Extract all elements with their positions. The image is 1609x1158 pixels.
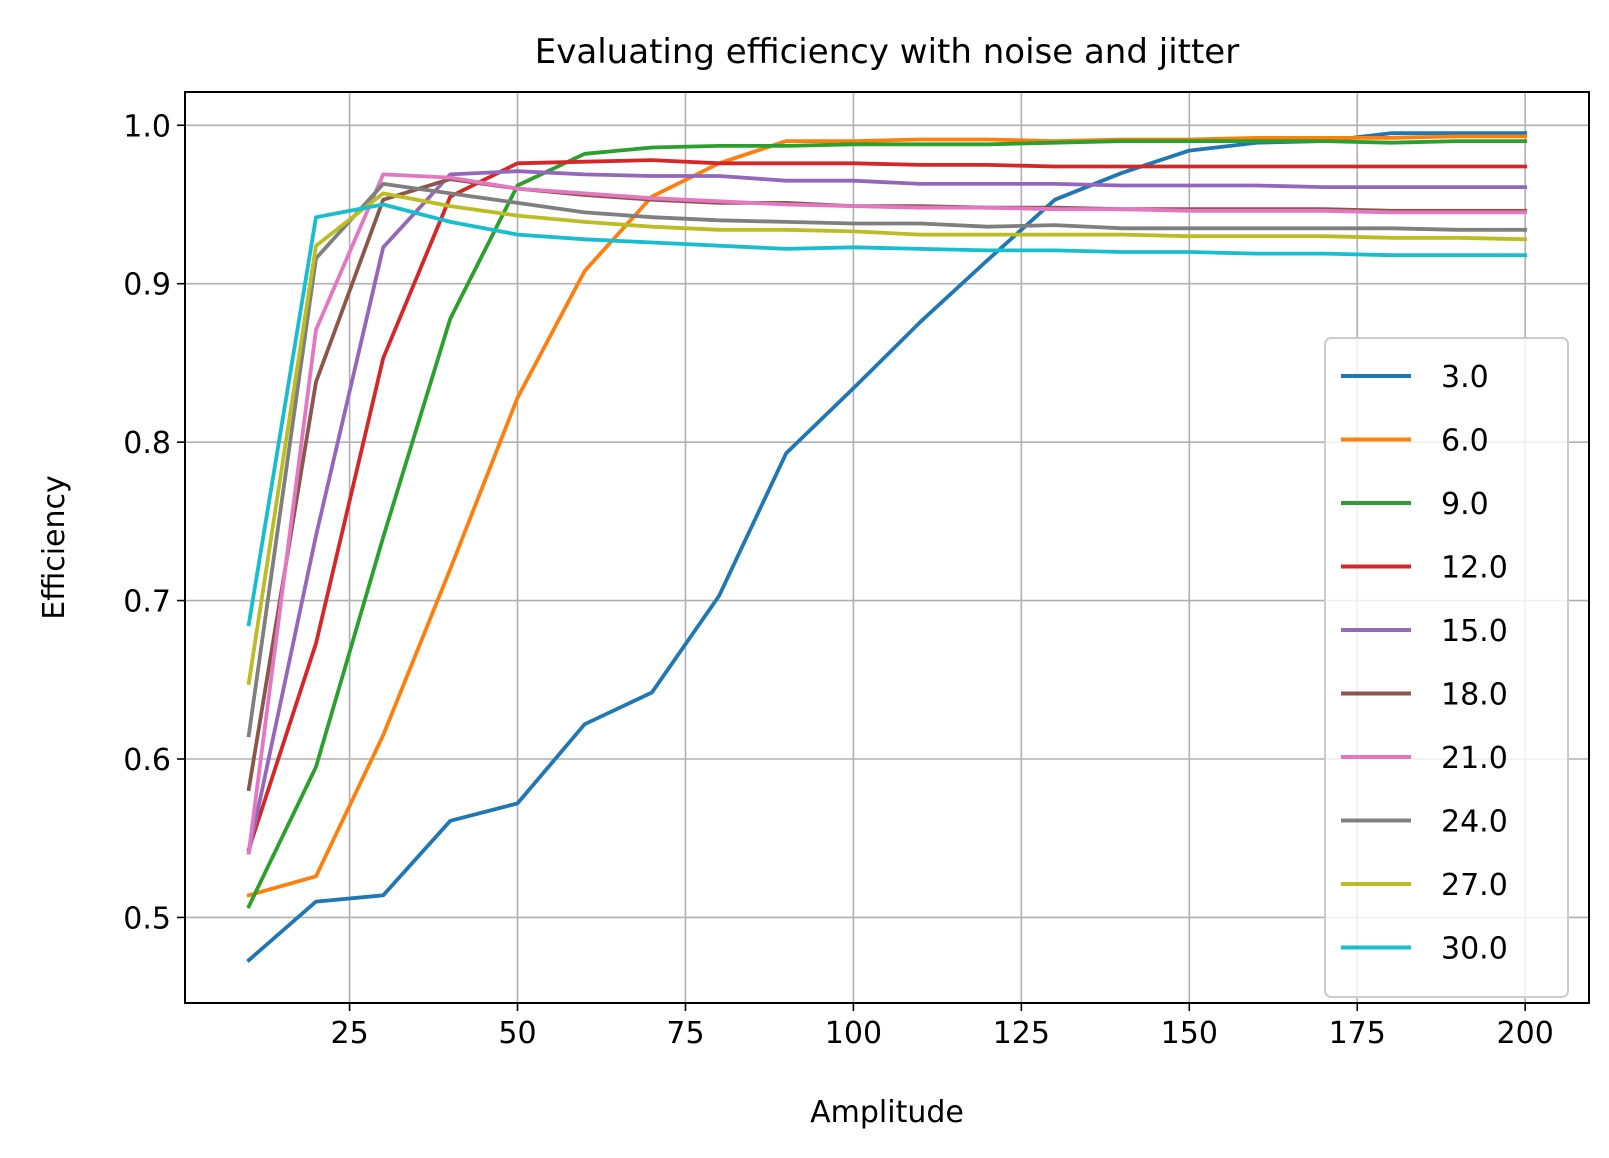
legend-label: 12.0 (1441, 551, 1508, 586)
legend-label: 30.0 (1441, 932, 1508, 967)
x-tick-label: 175 (1329, 1016, 1386, 1051)
legend-label: 24.0 (1441, 805, 1508, 840)
x-tick-label: 200 (1497, 1016, 1554, 1051)
series-line-6-0 (246, 134, 1528, 898)
series-lines (246, 131, 1528, 963)
legend-label: 15.0 (1441, 614, 1508, 649)
legend-label: 21.0 (1441, 741, 1508, 776)
legend-label: 6.0 (1441, 424, 1489, 459)
y-axis: 0.5 0.6 0.7 0.8 0.9 1.0 (123, 109, 185, 936)
series-line-27-0 (246, 191, 1528, 686)
y-tick-label: 0.8 (123, 426, 171, 461)
x-axis-label: Amplitude (810, 1095, 964, 1130)
x-tick-label: 75 (666, 1016, 704, 1051)
legend-label: 18.0 (1441, 678, 1508, 713)
legend-label: 3.0 (1441, 360, 1489, 395)
y-tick-label: 0.7 (123, 585, 171, 620)
series-line-21-0 (246, 172, 1528, 855)
y-tick-label: 0.5 (123, 901, 171, 936)
legend: 3.0 6.0 9.0 12.0 15.0 18.0 21.0 24.0 27.0 30.0 (1324, 337, 1569, 998)
x-tick-label: 150 (1161, 1016, 1218, 1051)
y-tick-label: 1.0 (123, 109, 171, 144)
y-axis-label: Efficiency (37, 475, 72, 620)
x-tick-label: 125 (993, 1016, 1050, 1051)
chart-title: Evaluating efficiency with noise and jit… (535, 32, 1239, 72)
series-line-15-0 (246, 169, 1528, 855)
y-tick-label: 0.6 (123, 743, 171, 778)
series-line-24-0 (246, 181, 1528, 738)
legend-label: 9.0 (1441, 487, 1489, 522)
series-line-12-0 (246, 158, 1528, 852)
series-line-9-0 (246, 139, 1528, 909)
x-tick-label: 50 (498, 1016, 536, 1051)
x-tick-label: 25 (330, 1016, 368, 1051)
plot-area-frame (184, 91, 1590, 1004)
legend-label: 27.0 (1441, 868, 1508, 903)
x-axis: 25 50 75 100 125 150 175 200 (330, 1003, 1554, 1051)
y-tick-label: 0.9 (123, 268, 171, 303)
x-tick-label: 100 (825, 1016, 882, 1051)
series-line-30-0 (246, 202, 1528, 627)
